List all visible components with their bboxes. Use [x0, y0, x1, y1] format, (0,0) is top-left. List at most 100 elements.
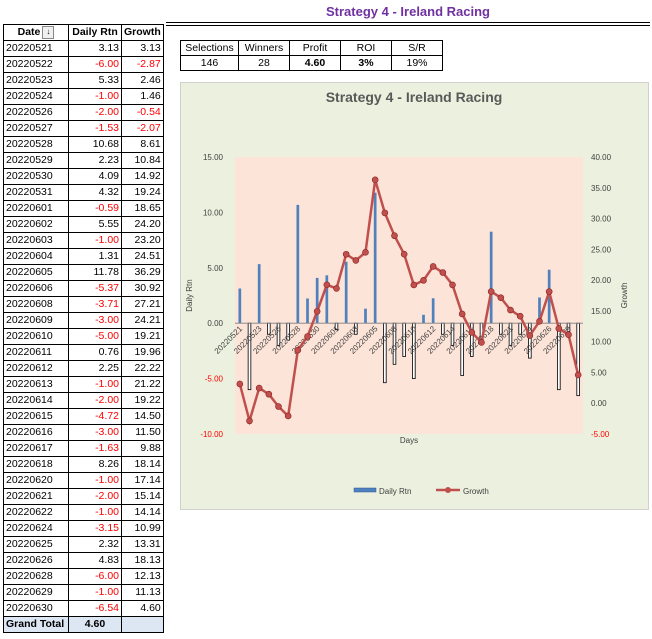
row-daily-rtn: -6.00 — [68, 56, 122, 73]
growth-point — [381, 209, 389, 217]
chart-area[interactable]: Strategy 4 - Ireland Racing 15.00 10.00 5.0… — [180, 82, 649, 510]
table-row: 20220629 -1.00 11.13 — [3, 584, 164, 601]
row-date: 20220616 — [3, 424, 69, 441]
row-daily-rtn: -5.37 — [68, 280, 122, 297]
y-left-tick-label: -5.00 — [205, 375, 224, 384]
row-growth: 24.20 — [121, 216, 164, 233]
stats-table: Selections Winners Profit ROI S/R 146 28… — [180, 40, 443, 71]
table-row: 20220630 -6.54 4.60 — [3, 600, 164, 617]
header-date[interactable]: Date ↓ — [3, 24, 69, 41]
growth-point — [294, 346, 302, 354]
grand-total-label: Grand Total — [3, 616, 69, 633]
y-left-tick-label: 10.00 — [203, 208, 224, 217]
y-right-tick-label: 40.00 — [591, 153, 612, 162]
row-growth: 17.14 — [121, 472, 164, 489]
stats-value-row: 146 28 4.60 3% 19% — [180, 55, 443, 71]
row-date: 20220625 — [3, 536, 69, 553]
row-growth: 24.51 — [121, 248, 164, 265]
row-daily-rtn: -3.71 — [68, 296, 122, 313]
growth-point — [487, 288, 495, 295]
y-left-tick-label: 5.00 — [207, 264, 223, 273]
bar-daily-rtn — [489, 231, 493, 324]
row-date: 20220614 — [3, 392, 69, 409]
stats-header-row: Selections Winners Profit ROI S/R — [180, 40, 443, 56]
row-daily-rtn: 5.55 — [68, 216, 122, 233]
row-daily-rtn: -1.00 — [68, 376, 122, 393]
row-growth: 10.84 — [121, 152, 164, 169]
row-growth: 21.22 — [121, 376, 164, 393]
growth-point — [236, 380, 244, 388]
bar-daily-rtn — [538, 297, 541, 324]
y-right-tick-label: 30.00 — [591, 215, 612, 224]
row-daily-rtn: -1.00 — [68, 88, 122, 105]
row-date: 20220527 — [3, 120, 69, 137]
legend-label-growth: Growth — [463, 487, 489, 496]
row-growth: 14.50 — [121, 408, 164, 425]
table-row: 20220626 4.83 18.13 — [3, 552, 164, 569]
growth-point — [555, 325, 563, 332]
row-growth: 3.13 — [121, 40, 164, 57]
row-daily-rtn: 4.83 — [68, 552, 122, 569]
row-date: 20220628 — [3, 568, 69, 585]
row-daily-rtn: 2.25 — [68, 360, 122, 377]
row-date: 20220624 — [3, 520, 69, 537]
table-row: 20220611 0.76 19.96 — [3, 344, 164, 361]
row-growth: -2.87 — [121, 56, 164, 73]
table-row: 20220602 5.55 24.20 — [3, 216, 164, 233]
table-row: 20220617 -1.63 9.88 — [3, 440, 164, 457]
row-date: 20220529 — [3, 152, 69, 169]
row-daily-rtn: 4.32 — [68, 184, 122, 201]
y-right-tick-label: 0.00 — [591, 399, 607, 408]
row-growth: 22.22 — [121, 360, 164, 377]
header-growth: Growth — [121, 24, 164, 41]
y-right-tick-label: 15.00 — [591, 307, 612, 316]
growth-point — [313, 308, 321, 315]
row-growth: 11.50 — [121, 424, 164, 441]
table-row: 20220620 -1.00 17.14 — [3, 472, 164, 489]
table-row: 20220612 2.25 22.22 — [3, 360, 164, 377]
row-daily-rtn: 3.13 — [68, 40, 122, 57]
table-row: 20220615 -4.72 14.50 — [3, 408, 164, 425]
row-date: 20220531 — [3, 184, 69, 201]
stats-sr: 19% — [391, 55, 443, 71]
growth-line — [238, 179, 580, 426]
growth-point — [516, 312, 524, 320]
table-row: 20220521 3.13 3.13 — [3, 40, 164, 57]
row-date: 20220629 — [3, 584, 69, 601]
growth-point — [342, 250, 350, 258]
bar-daily-rtn — [238, 288, 242, 324]
growth-point — [371, 176, 379, 184]
table-row: 20220529 2.23 10.84 — [3, 152, 164, 169]
legend-swatch-daily-rtn — [353, 487, 377, 493]
row-date: 20220530 — [3, 168, 69, 185]
row-growth: 1.46 — [121, 88, 164, 105]
growth-point — [439, 269, 447, 276]
growth-point — [352, 257, 360, 264]
row-date: 20220523 — [3, 72, 69, 89]
row-daily-rtn: -1.00 — [68, 232, 122, 249]
sort-filter-icon[interactable]: ↓ — [42, 25, 55, 39]
growth-point — [265, 390, 273, 398]
y-right-tick-label: 25.00 — [591, 245, 612, 254]
row-daily-rtn: -6.54 — [68, 600, 122, 617]
row-daily-rtn: 5.33 — [68, 72, 122, 89]
stats-header-winners: Winners — [238, 40, 290, 56]
row-growth: 13.31 — [121, 536, 164, 553]
table-row: 20220524 -1.00 1.46 — [3, 88, 164, 105]
stats-header-profit: Profit — [289, 40, 341, 56]
growth-point — [507, 306, 514, 314]
table-row: 20220527 -1.53 -2.07 — [3, 120, 164, 137]
bar-daily-rtn — [257, 264, 261, 324]
row-growth: 4.60 — [121, 600, 164, 617]
row-growth: -2.07 — [121, 120, 164, 137]
table-row: 20220625 2.32 13.31 — [3, 536, 164, 553]
growth-point — [275, 403, 282, 410]
growth-point — [429, 263, 437, 270]
growth-point — [284, 412, 292, 420]
row-daily-rtn: 2.23 — [68, 152, 122, 169]
row-growth: 36.29 — [121, 264, 164, 281]
growth-point — [478, 339, 485, 346]
row-growth: 24.21 — [121, 312, 164, 329]
combo-chart: Strategy 4 - Ireland Racing 15.00 10.00 5.0… — [185, 89, 629, 496]
row-growth: 19.21 — [121, 328, 164, 345]
